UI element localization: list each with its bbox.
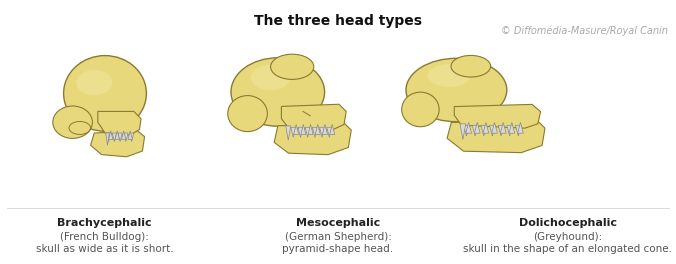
- Text: Mesocephalic: Mesocephalic: [296, 218, 380, 228]
- Polygon shape: [500, 122, 506, 133]
- Polygon shape: [128, 131, 132, 139]
- Ellipse shape: [406, 58, 507, 122]
- Polygon shape: [112, 133, 116, 142]
- Polygon shape: [308, 124, 313, 134]
- Ellipse shape: [270, 54, 314, 79]
- Polygon shape: [91, 131, 145, 157]
- Polygon shape: [518, 122, 523, 133]
- Polygon shape: [286, 126, 291, 140]
- Text: The three head types: The three head types: [254, 14, 422, 28]
- Polygon shape: [327, 127, 332, 137]
- Ellipse shape: [428, 64, 470, 87]
- Text: © Diffomédia-Masure/Royal Canin: © Diffomédia-Masure/Royal Canin: [501, 26, 668, 36]
- Text: skull as wide as it is short.: skull as wide as it is short.: [36, 244, 174, 254]
- Polygon shape: [115, 131, 120, 139]
- Polygon shape: [106, 133, 111, 142]
- Ellipse shape: [451, 55, 491, 77]
- Polygon shape: [118, 133, 122, 142]
- Polygon shape: [320, 127, 324, 137]
- Polygon shape: [491, 122, 498, 133]
- Ellipse shape: [231, 58, 324, 126]
- Polygon shape: [315, 124, 320, 134]
- Polygon shape: [109, 131, 113, 139]
- Polygon shape: [473, 125, 478, 136]
- Polygon shape: [122, 131, 126, 139]
- Polygon shape: [515, 125, 521, 136]
- Ellipse shape: [228, 96, 268, 131]
- Ellipse shape: [76, 70, 112, 95]
- Polygon shape: [98, 111, 141, 135]
- Polygon shape: [298, 127, 303, 137]
- Polygon shape: [281, 104, 346, 130]
- Ellipse shape: [251, 65, 291, 90]
- Polygon shape: [105, 133, 110, 145]
- Text: Brachycephalic: Brachycephalic: [57, 218, 152, 228]
- Text: Dolichocephalic: Dolichocephalic: [519, 218, 617, 228]
- Ellipse shape: [53, 106, 93, 138]
- Polygon shape: [460, 124, 466, 140]
- Polygon shape: [301, 124, 306, 134]
- Polygon shape: [293, 124, 299, 134]
- Polygon shape: [312, 127, 318, 137]
- Polygon shape: [322, 124, 327, 134]
- Polygon shape: [509, 122, 514, 133]
- Ellipse shape: [64, 56, 147, 131]
- Polygon shape: [291, 127, 296, 137]
- Polygon shape: [475, 122, 480, 133]
- Ellipse shape: [402, 92, 439, 127]
- Polygon shape: [464, 125, 469, 136]
- Polygon shape: [454, 104, 541, 128]
- Polygon shape: [481, 125, 487, 136]
- Polygon shape: [130, 133, 134, 142]
- Polygon shape: [507, 125, 512, 136]
- Polygon shape: [274, 123, 352, 155]
- Text: (German Shepherd):: (German Shepherd):: [285, 232, 391, 242]
- Polygon shape: [447, 121, 545, 153]
- Polygon shape: [124, 133, 128, 142]
- Text: (Greyhound):: (Greyhound):: [533, 232, 602, 242]
- Text: (French Bulldog):: (French Bulldog):: [60, 232, 149, 242]
- Polygon shape: [483, 122, 489, 133]
- Polygon shape: [466, 122, 472, 133]
- Polygon shape: [305, 127, 310, 137]
- Text: skull in the shape of an elongated cone.: skull in the shape of an elongated cone.: [463, 244, 673, 254]
- Polygon shape: [330, 124, 335, 134]
- Polygon shape: [498, 125, 504, 136]
- Text: pyramid-shape head.: pyramid-shape head.: [283, 244, 393, 254]
- Polygon shape: [489, 125, 496, 136]
